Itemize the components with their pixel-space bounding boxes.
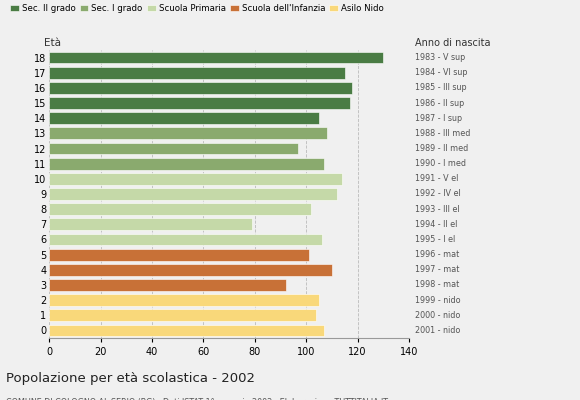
Legend: Sec. II grado, Sec. I grado, Scuola Primaria, Scuola dell'Infanzia, Asilo Nido: Sec. II grado, Sec. I grado, Scuola Prim… — [10, 4, 384, 13]
Text: 1998 - mat: 1998 - mat — [415, 280, 459, 290]
Text: 1987 - I sup: 1987 - I sup — [415, 114, 462, 123]
Bar — [49, 128, 327, 139]
Text: 1990 - I med: 1990 - I med — [415, 159, 466, 168]
Bar — [49, 249, 309, 260]
Text: 1985 - III sup: 1985 - III sup — [415, 83, 466, 92]
Bar — [49, 112, 319, 124]
Bar — [49, 143, 299, 154]
Bar — [49, 82, 353, 94]
Bar — [49, 158, 324, 170]
Text: 1999 - nido: 1999 - nido — [415, 296, 461, 305]
Text: 1997 - mat: 1997 - mat — [415, 265, 459, 274]
Text: 1989 - II med: 1989 - II med — [415, 144, 468, 153]
Bar — [49, 309, 317, 321]
Text: 1983 - V sup: 1983 - V sup — [415, 53, 465, 62]
Bar — [49, 218, 252, 230]
Bar — [49, 279, 285, 291]
Text: 1996 - mat: 1996 - mat — [415, 250, 459, 259]
Text: 1991 - V el: 1991 - V el — [415, 174, 458, 183]
Bar — [49, 203, 311, 215]
Text: 1986 - II sup: 1986 - II sup — [415, 98, 464, 108]
Bar — [49, 188, 337, 200]
Bar — [49, 324, 324, 336]
Text: Anno di nascita: Anno di nascita — [415, 38, 490, 48]
Text: 1995 - I el: 1995 - I el — [415, 235, 455, 244]
Bar — [49, 97, 350, 109]
Text: 1992 - IV el: 1992 - IV el — [415, 190, 461, 198]
Bar — [49, 173, 342, 185]
Bar — [49, 67, 345, 79]
Bar — [49, 52, 383, 64]
Text: 2000 - nido: 2000 - nido — [415, 311, 460, 320]
Bar — [49, 264, 332, 276]
Bar — [49, 294, 319, 306]
Text: Popolazione per età scolastica - 2002: Popolazione per età scolastica - 2002 — [6, 372, 255, 385]
Text: 1988 - III med: 1988 - III med — [415, 129, 470, 138]
Text: 2001 - nido: 2001 - nido — [415, 326, 460, 335]
Text: 1994 - II el: 1994 - II el — [415, 220, 457, 229]
Bar — [49, 234, 321, 245]
Text: 1993 - III el: 1993 - III el — [415, 205, 459, 214]
Text: 1984 - VI sup: 1984 - VI sup — [415, 68, 467, 77]
Text: Età: Età — [44, 38, 60, 48]
Text: COMUNE DI COLOGNO AL SERIO (BG) · Dati ISTAT 1° gennaio 2002 · Elaborazione TUTT: COMUNE DI COLOGNO AL SERIO (BG) · Dati I… — [6, 398, 388, 400]
